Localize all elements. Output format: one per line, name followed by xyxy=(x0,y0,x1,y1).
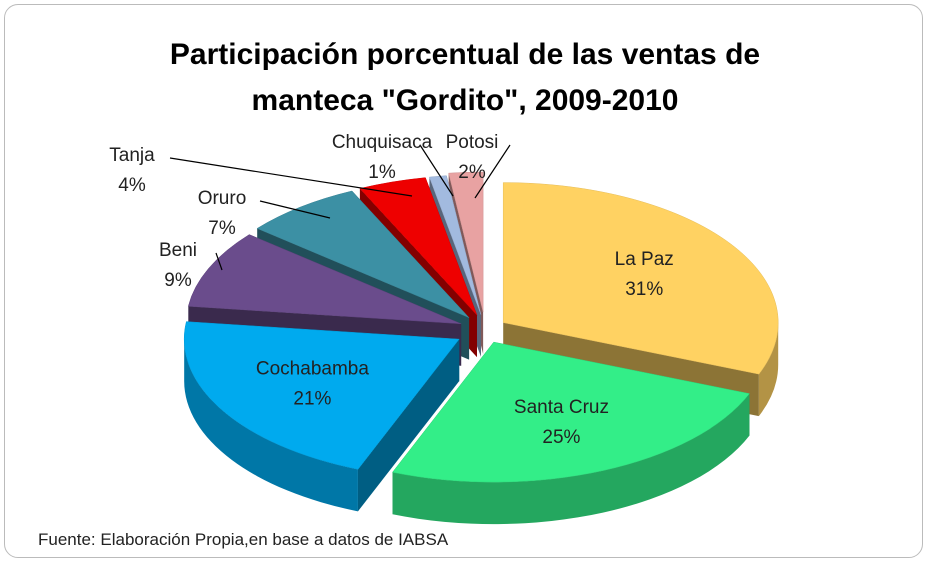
source-note: Fuente: Elaboración Propia,en base a dat… xyxy=(38,530,449,549)
pie-slice xyxy=(392,341,750,525)
slice-wall xyxy=(357,339,460,512)
slice-value-label: 25% xyxy=(542,427,580,448)
slice-value-label: 1% xyxy=(368,162,396,183)
slice-value-label: 4% xyxy=(118,175,146,196)
slice-value-label: 9% xyxy=(164,270,192,291)
slice-top xyxy=(392,341,750,483)
leader-line xyxy=(419,144,454,197)
leader-line xyxy=(215,252,223,271)
slice-label: Potosi xyxy=(446,132,499,153)
slice-label: Cochabamba xyxy=(256,358,369,379)
slice-side xyxy=(758,322,779,417)
slice-top xyxy=(448,171,484,313)
slice-label: La Paz xyxy=(615,249,674,270)
slice-top xyxy=(187,234,462,325)
slice-top xyxy=(359,177,478,316)
leader-line xyxy=(169,157,413,197)
slice-label: Santa Cruz xyxy=(514,397,609,418)
slice-value-label: 21% xyxy=(293,388,331,409)
chart-frame xyxy=(4,4,923,558)
slice-top xyxy=(429,175,482,315)
slice-label: Beni xyxy=(159,240,197,261)
slice-label: Tanja xyxy=(109,145,155,166)
slice-label: Oruro xyxy=(198,188,247,209)
slice-top xyxy=(183,321,460,470)
slice-value-label: 2% xyxy=(458,162,486,183)
slice-value-label: 31% xyxy=(625,279,663,300)
pie-slice xyxy=(183,321,460,512)
leader-line xyxy=(474,144,511,199)
slice-side xyxy=(392,393,750,525)
leader-line xyxy=(259,200,331,219)
slice-top xyxy=(256,190,470,318)
slice-label: Chuquisaca xyxy=(332,132,433,153)
slice-value-label: 7% xyxy=(208,218,236,239)
slice-top xyxy=(502,182,779,375)
slice-side xyxy=(184,339,358,512)
chart-title: Participación porcentual de las ventas d… xyxy=(169,38,761,117)
